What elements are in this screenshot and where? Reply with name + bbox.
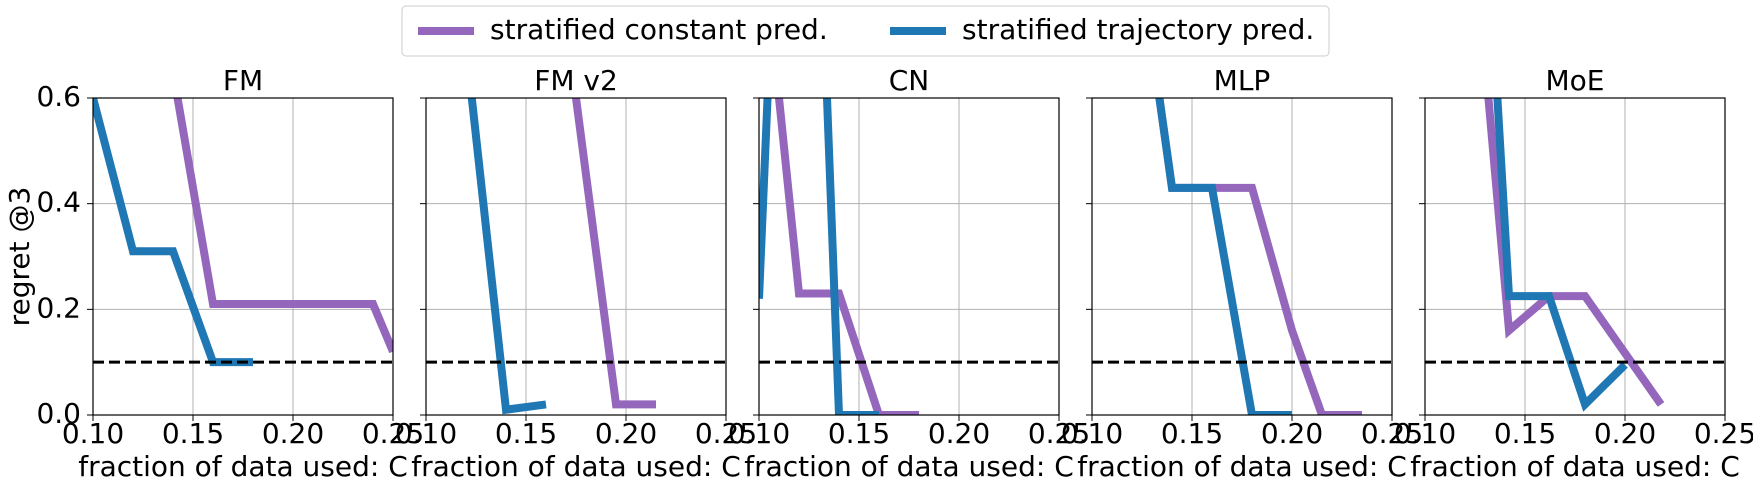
x-tick-label: 0.20: [1594, 417, 1656, 450]
x-tick-label: 0.15: [1494, 417, 1556, 450]
x-axis-label: fraction of data used: C: [744, 450, 1074, 483]
x-tick-label: 0.20: [928, 417, 990, 450]
x-tick-label: 0.15: [495, 417, 557, 450]
series-line: [1493, 98, 1628, 412]
subplot-title: MoE: [1546, 64, 1605, 97]
x-tick-label: 0.20: [595, 417, 657, 450]
legend: stratified constant pred. stratified traj…: [401, 5, 1330, 57]
x-tick-label: 0.20: [1261, 417, 1323, 450]
x-tick-label: 0.20: [262, 417, 324, 450]
subplot-title: FM: [223, 64, 263, 97]
y-axis-label: regret @3: [3, 187, 36, 327]
x-tick-label: 0.15: [828, 417, 890, 450]
series-line: [1155, 98, 1292, 415]
x-axis-label: fraction of data used: C: [411, 450, 741, 483]
x-tick-label: 0.10: [1061, 417, 1123, 450]
plot-frame: [1424, 97, 1726, 416]
series-line: [774, 98, 919, 415]
x-tick-label: 0.10: [395, 417, 457, 450]
subplot-title: FM v2: [534, 64, 618, 97]
plot-frame: [425, 97, 727, 416]
x-tick-label: 0.25: [1361, 417, 1423, 450]
x-tick-label: 0.10: [728, 417, 790, 450]
series-line: [93, 98, 253, 367]
plot-frame: [92, 97, 394, 416]
y-tick-label: 0.6: [36, 80, 81, 113]
x-axis-label: fraction of data used: C: [1077, 450, 1407, 483]
x-axis-label: fraction of data used: C: [1410, 450, 1740, 483]
x-tick-label: 0.10: [1394, 417, 1456, 450]
x-tick-label: 0.25: [695, 417, 757, 450]
y-tick-label: 0.2: [36, 291, 81, 324]
x-tick-label: 0.25: [1028, 417, 1090, 450]
x-tick-label: 0.25: [362, 417, 424, 450]
series-line: [467, 98, 547, 415]
x-tick-label: 0.15: [1161, 417, 1223, 450]
legend-box: [401, 5, 1330, 57]
x-tick-label: 0.10: [62, 417, 124, 450]
series-line: [1155, 98, 1362, 415]
legend-label: stratified trajectory pred.: [962, 13, 1314, 46]
series-line: [173, 98, 393, 354]
y-tick-label: 0.4: [36, 186, 81, 219]
x-tick-label: 0.15: [162, 417, 224, 450]
x-axis-label: fraction of data used: C: [78, 450, 408, 483]
y-tick-label: 0.0: [36, 397, 81, 430]
series-line: [572, 98, 656, 409]
subplot-title: CN: [889, 64, 930, 97]
plot-frame: [758, 97, 1060, 416]
plot-frame: [1091, 97, 1393, 416]
legend-label: stratified constant pred.: [490, 13, 828, 46]
x-tick-label: 0.25: [1694, 417, 1753, 450]
subplot-title: MLP: [1214, 64, 1271, 97]
